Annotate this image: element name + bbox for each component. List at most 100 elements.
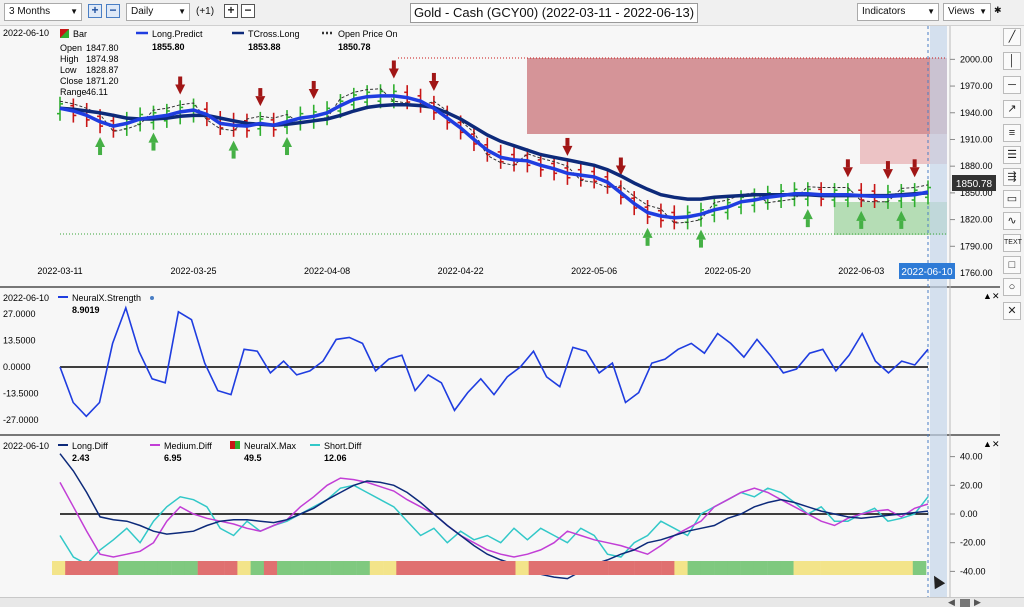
offset-plus-button[interactable]: + [224, 4, 238, 18]
diff-collapse-icon[interactable]: ▲ [983, 439, 992, 449]
down-arrow-icon [255, 96, 266, 107]
scroll-right-icon[interactable]: ▶ [974, 597, 981, 607]
price-tick-label: 1940.00 [960, 108, 993, 118]
range-select[interactable]: 3 Months ▼ [4, 3, 82, 21]
neuralx-max-cell [316, 561, 331, 575]
down-arrow-icon [615, 165, 626, 176]
bar-legend-icon-red [60, 29, 69, 38]
neuralx-max-cell [65, 561, 79, 575]
strength-legend-value: 8.9019 [72, 305, 100, 315]
neuralx-max-cell [528, 561, 543, 575]
rectangle-tool-icon[interactable]: □ [1003, 256, 1021, 274]
chevron-down-icon: ▼ [927, 7, 935, 16]
neuralx-max-cell [422, 561, 437, 575]
date-tick-label: 2022-04-08 [304, 266, 350, 276]
note-tool-icon[interactable]: ▭ [1003, 190, 1021, 208]
indicators-menu[interactable]: Indicators ▼ [857, 3, 939, 21]
zoom-out-button[interactable]: − [106, 4, 120, 18]
scrollbar-thumb[interactable] [960, 599, 970, 607]
neuralx-max-cell [608, 561, 622, 575]
neuralx-max-cell [171, 561, 185, 575]
neuralx-max-cell [793, 561, 808, 575]
up-arrow-stem [859, 220, 864, 229]
diff-legend-name: Short.Diff [324, 441, 362, 451]
neuralx-max-cell [224, 561, 238, 575]
ohlc-value: 1871.20 [86, 76, 119, 86]
strength-tick-label: 0.0000 [3, 362, 31, 372]
open-price-line [59, 88, 929, 224]
price-tick-label: 1820.00 [960, 215, 993, 225]
neuralx-max-cell [91, 561, 106, 575]
neuralx-max-cell [568, 561, 582, 575]
offset-label: (+1) [196, 6, 215, 17]
vertical-line-tool-icon[interactable]: │ [1003, 52, 1021, 70]
ohlc-label: Low [60, 65, 77, 75]
zoom-in-button[interactable]: + [88, 4, 102, 18]
neuralx-max-cell [687, 561, 702, 575]
channel-tool-icon[interactable]: ⇶ [1003, 168, 1021, 186]
bar-legend-label: Bar [73, 29, 87, 39]
price-date-label: 2022-06-10 [3, 28, 49, 38]
trend-line-tool-icon[interactable]: ╱ [1003, 28, 1021, 46]
down-arrow-icon [428, 80, 439, 91]
down-arrow-stem [391, 60, 396, 69]
neuralx-max-cell [383, 561, 397, 575]
offset-minus-button[interactable]: − [241, 4, 255, 18]
ray-tool-icon[interactable]: ↗ [1003, 100, 1021, 118]
ohlc-label: Close [60, 76, 83, 86]
up-arrow-stem [285, 147, 290, 156]
neuralx-max-cell [873, 561, 887, 575]
price-tick-label: 1760.00 [960, 268, 993, 278]
views-menu[interactable]: Views ▼ [943, 3, 991, 21]
neuralx-max-cell [52, 561, 66, 575]
neuralx-max-cell [277, 561, 291, 575]
neuralx-max-cell [661, 561, 675, 575]
date-tick-label: 2022-05-06 [571, 266, 617, 276]
chart-canvas[interactable]: 2000.00 1970.00 1940.00 1910.00 1880.00 1850.… [0, 26, 1000, 598]
ohlc-label: Open [60, 43, 82, 53]
up-arrow-stem [98, 147, 103, 156]
indicators-label: Indicators [862, 6, 906, 17]
current-date-value: 2022-06-10 [901, 267, 953, 278]
price-legend-value: 1855.80 [152, 42, 185, 52]
diff-legend-value: 6.95 [164, 453, 182, 463]
up-arrow-stem [698, 239, 703, 248]
text-tool-icon[interactable]: TEXT [1003, 234, 1022, 252]
neuralx-max-cell [330, 561, 344, 575]
signal-arrows [95, 60, 920, 248]
diff-legend-name: Medium.Diff [164, 441, 212, 451]
chevron-down-icon: ▼ [70, 7, 78, 16]
delete-drawings-icon[interactable]: ✕ [1003, 302, 1021, 320]
horizontal-line-tool-icon[interactable]: ─ [1003, 76, 1021, 94]
curve-tool-icon[interactable]: ∿ [1003, 212, 1021, 230]
strength-pane [0, 288, 1000, 434]
strength-tick-label: 27.0000 [3, 309, 36, 319]
price-tick-label: 1850.00 [960, 188, 993, 198]
up-arrow-icon [695, 229, 706, 240]
neuralx-max-cell [542, 561, 556, 575]
horizontal-scrollbar[interactable]: ◀ ▶ [0, 597, 1024, 607]
strength-collapse-icon[interactable]: ▲ [983, 291, 992, 301]
fibonacci-tool-icon[interactable]: ☰ [1003, 146, 1021, 164]
up-arrow-icon [148, 132, 159, 143]
neuralx-max-cell [263, 561, 278, 575]
strength-close-icon[interactable]: ✕ [992, 291, 1000, 301]
date-axis: 2022-03-11 2022-03-25 2022-04-08 2022-04-22… [37, 266, 884, 276]
drawing-toolbar: ╱ │ ─ ↗ ≡ ☰ ⇶ ▭ ∿ TEXT □ ○ ✕ [1000, 26, 1024, 326]
neuralx-max-cell [594, 561, 609, 575]
neuralx-max-cell [237, 561, 251, 575]
neuralx-max-cell [118, 561, 132, 575]
scroll-left-icon[interactable]: ◀ [948, 597, 955, 607]
diff-close-icon[interactable]: ✕ [992, 439, 1000, 449]
strength-info-icon[interactable] [150, 296, 154, 300]
pin-icon[interactable]: ✱ [994, 5, 1002, 15]
parallel-lines-tool-icon[interactable]: ≡ [1003, 124, 1021, 142]
down-arrow-stem [885, 161, 890, 170]
ellipse-tool-icon[interactable]: ○ [1003, 278, 1021, 296]
diff-axis: 40.00 20.00 0.00 -20.00 -40.00 [950, 452, 986, 576]
price-legend-name: TCross.Long [248, 29, 300, 39]
down-arrow-icon [388, 68, 399, 79]
interval-select[interactable]: Daily ▼ [126, 3, 190, 21]
down-arrow-icon [308, 88, 319, 99]
